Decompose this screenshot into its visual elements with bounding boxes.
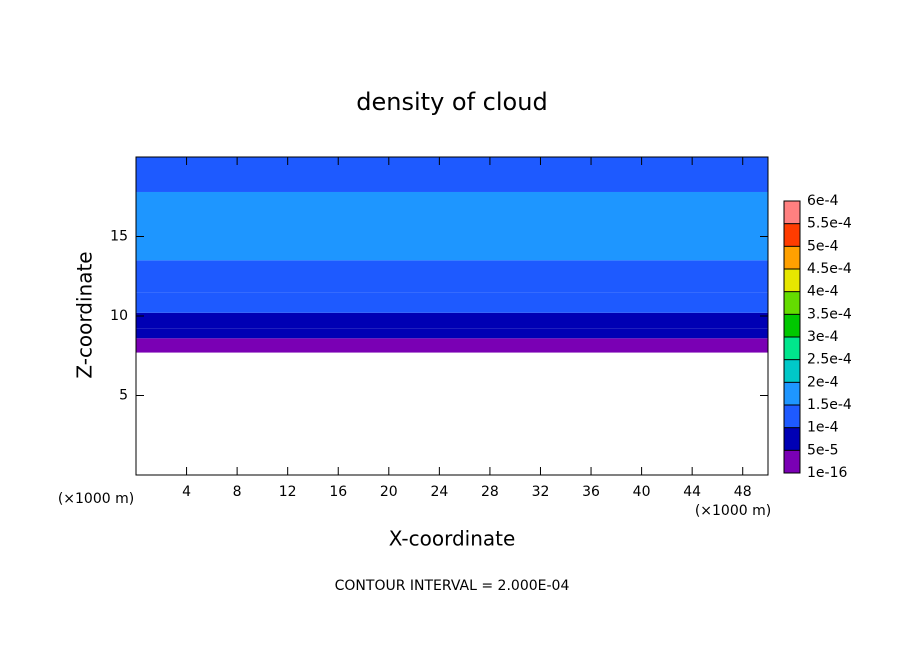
colorbar-label: 5e-4 (807, 238, 839, 254)
contour-band (136, 338, 768, 353)
contour-band (136, 157, 768, 192)
colorbar-swatch (784, 359, 800, 383)
chart-title: density of cloud (356, 88, 547, 116)
colorbar-label: 3e-4 (807, 329, 839, 345)
colorbar-label: 3.5e-4 (807, 306, 852, 322)
colorbar-swatch (784, 269, 800, 292)
colorbar-label: 1.5e-4 (807, 397, 852, 413)
x-tick-label: 28 (481, 484, 499, 500)
colorbar-swatch (784, 223, 800, 247)
contour-band (136, 328, 768, 339)
colorbar-swatch (784, 291, 800, 315)
colorbar-label: 1e-16 (807, 465, 847, 481)
colorbar-label: 1e-4 (807, 420, 839, 436)
x-tick-label: 12 (279, 484, 297, 500)
colorbar-swatch (784, 337, 800, 360)
x-tick-label: 36 (582, 484, 600, 500)
x-tick-label: 20 (380, 484, 398, 500)
colorbar-label: 2e-4 (807, 374, 839, 390)
x-tick-label: 24 (430, 484, 448, 500)
footer-note: CONTOUR INTERVAL = 2.000E-04 (335, 578, 570, 594)
y-unit: (×1000 m) (58, 491, 134, 507)
x-tick-label: 8 (233, 484, 242, 500)
y-tick-label: 10 (110, 308, 128, 324)
x-unit: (×1000 m) (695, 503, 771, 519)
colorbar-label: 4.5e-4 (807, 261, 852, 277)
x-tick-label: 32 (532, 484, 550, 500)
colorbar-swatch (784, 427, 800, 451)
colorbar-label: 5e-5 (807, 442, 838, 458)
contour-band (136, 260, 768, 293)
y-tick-label: 15 (110, 229, 128, 245)
colorbar-swatch (784, 450, 800, 473)
contour-band (136, 292, 768, 313)
y-axis-label: Z-coordinate (73, 251, 97, 378)
colorbar-label: 5.5e-4 (807, 216, 852, 232)
y-tick-label: 5 (119, 388, 128, 404)
colorbar-swatch (784, 201, 800, 224)
colorbar-swatch (784, 314, 800, 337)
x-tick-label: 48 (734, 484, 752, 500)
colorbar-swatch (784, 246, 800, 269)
colorbar-label: 2.5e-4 (807, 352, 852, 368)
contour-band (136, 312, 768, 329)
contour-band (136, 191, 768, 261)
colorbar-swatch (784, 382, 800, 405)
colorbar-label: 4e-4 (807, 284, 839, 300)
x-tick-label: 44 (683, 484, 701, 500)
x-tick-label: 40 (633, 484, 651, 500)
x-axis-label: X-coordinate (389, 527, 516, 551)
colorbar-label: 6e-4 (807, 193, 839, 209)
x-tick-label: 16 (329, 484, 347, 500)
colorbar-swatch (784, 405, 800, 428)
x-tick-label: 4 (182, 484, 191, 500)
